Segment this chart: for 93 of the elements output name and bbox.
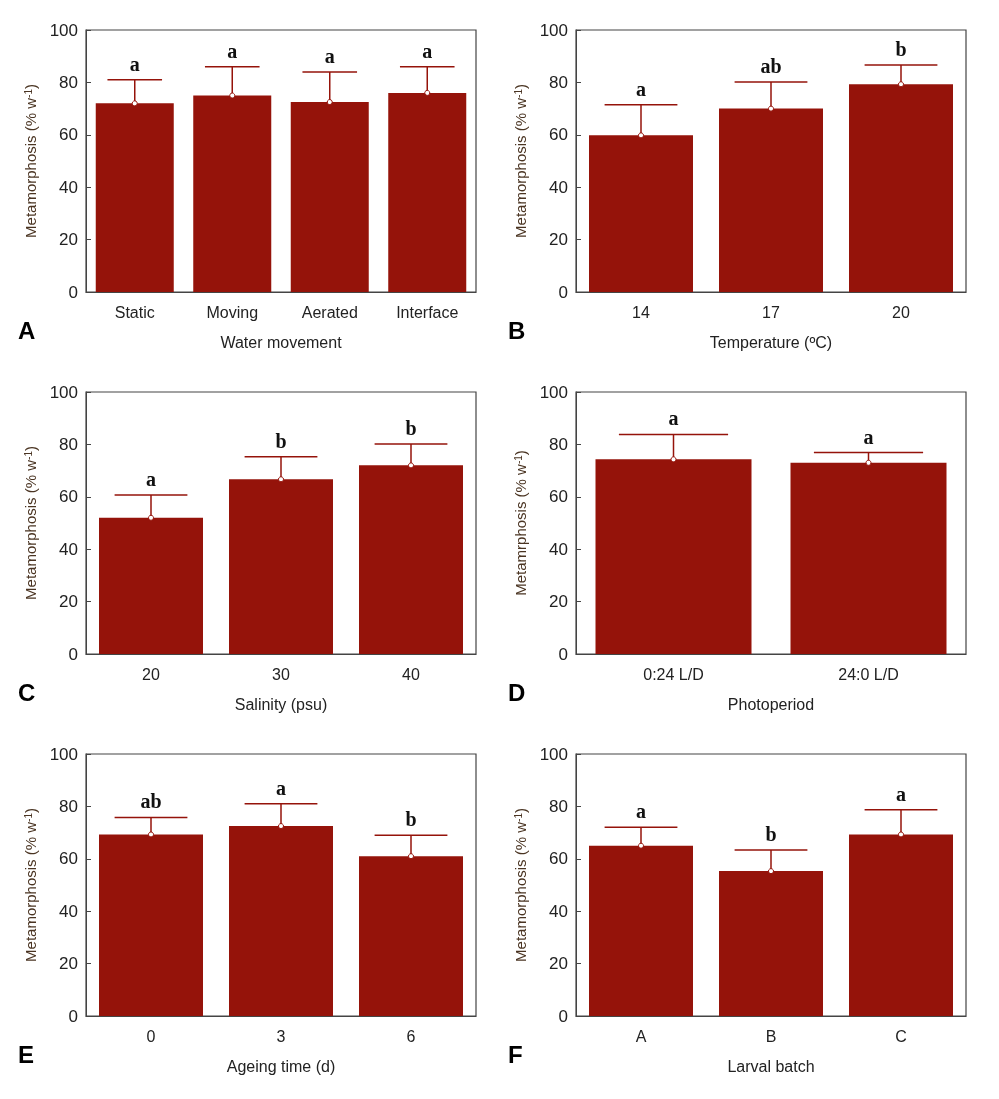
y-tick-label: 20 xyxy=(549,592,568,612)
y-tick-label: 40 xyxy=(59,539,78,559)
annotation: ab xyxy=(140,790,162,813)
y-tick-label: 0 xyxy=(68,282,78,302)
y-tick-label: 60 xyxy=(59,487,78,507)
x-tick-label: Aerated xyxy=(301,303,358,321)
x-tick-label: 24:0 L/D xyxy=(838,665,899,683)
y-tick-label: 80 xyxy=(549,434,568,454)
y-tick-label: 80 xyxy=(59,72,78,92)
bar xyxy=(359,856,463,1016)
y-tick-label: 0 xyxy=(558,282,568,302)
x-tick-label: 30 xyxy=(272,665,290,683)
x-tick-label: C xyxy=(895,1027,907,1045)
annotation: a xyxy=(227,39,238,62)
y-tick-label: 40 xyxy=(549,177,568,197)
y-tick-label: 0 xyxy=(68,644,78,664)
text: D xyxy=(508,678,526,706)
y-tick-label: 100 xyxy=(539,382,568,402)
y-tick-label: 100 xyxy=(49,382,78,402)
x-tick-label: 17 xyxy=(762,303,780,321)
bar xyxy=(99,517,203,654)
annotation: b xyxy=(275,429,287,452)
y-tick-label: 20 xyxy=(59,954,78,974)
annotation: a xyxy=(863,425,874,448)
bar xyxy=(359,465,463,654)
x-tick-label: A xyxy=(635,1027,647,1045)
x-tick-label: Moving xyxy=(206,303,259,321)
y-tick-label: 100 xyxy=(49,20,78,40)
bar xyxy=(719,108,823,292)
y-tick-label: 40 xyxy=(59,177,78,197)
y-tick-label: 20 xyxy=(549,954,568,974)
x-tick-label: B xyxy=(765,1027,777,1045)
annotation: b xyxy=(765,822,777,845)
x-axis-title: Photoperiod xyxy=(727,695,815,713)
y-tick-label: 60 xyxy=(549,849,568,869)
x-tick-label: 20 xyxy=(892,303,910,321)
annotation: b xyxy=(405,808,417,831)
y-tick-label: 60 xyxy=(59,125,78,145)
bar xyxy=(229,479,333,654)
bar xyxy=(99,834,203,1016)
annotation: a xyxy=(636,800,646,823)
annotation: a xyxy=(146,467,156,490)
annotation: a xyxy=(129,52,140,75)
y-tick-label: 80 xyxy=(59,796,78,816)
y-tick-label: 100 xyxy=(539,744,568,764)
annotation: a xyxy=(636,77,646,100)
x-tick-label: Interface xyxy=(396,303,459,321)
y-tick-label: 60 xyxy=(59,849,78,869)
annotation: a xyxy=(422,39,433,62)
x-tick-label: 20 xyxy=(142,665,160,683)
annotation: a xyxy=(276,776,286,799)
annotation: b xyxy=(405,416,417,439)
x-tick-label: 6 xyxy=(406,1027,416,1045)
y-tick-label: 60 xyxy=(549,487,568,507)
y-tick-label: 100 xyxy=(539,20,568,40)
x-axis-title: Water movement xyxy=(220,333,343,351)
y-tick-label: 0 xyxy=(68,1006,78,1026)
x-tick-label: 0:24 L/D xyxy=(643,665,704,683)
y-tick-label: 0 xyxy=(558,1006,568,1026)
x-axis-title: Ageing time (d) xyxy=(226,1057,336,1075)
annotation: a xyxy=(668,407,679,430)
y-tick-label: 0 xyxy=(558,644,568,664)
x-tick-label: 14 xyxy=(632,303,650,321)
bar xyxy=(849,84,953,292)
y-tick-label: 80 xyxy=(549,72,568,92)
y-tick-label: 20 xyxy=(59,230,78,250)
bar xyxy=(849,834,953,1016)
y-tick-label: 60 xyxy=(549,125,568,145)
y-tick-label: 80 xyxy=(549,796,568,816)
y-tick-label: 20 xyxy=(549,230,568,250)
y-tick-label: 40 xyxy=(59,901,78,921)
y-tick-label: 20 xyxy=(59,592,78,612)
annotation: a xyxy=(324,44,335,67)
x-axis-title: Salinity (psu) xyxy=(234,695,328,713)
y-tick-label: 40 xyxy=(549,901,568,921)
bar xyxy=(589,135,693,292)
bar xyxy=(719,871,823,1016)
annotation: ab xyxy=(760,54,782,77)
annotation: a xyxy=(896,782,906,805)
x-tick-label: Static xyxy=(114,303,155,321)
x-tick-label: 0 xyxy=(146,1027,156,1045)
bar xyxy=(589,845,693,1016)
text: E xyxy=(18,1040,35,1068)
x-axis-title: Larval batch xyxy=(727,1057,815,1075)
y-tick-label: 80 xyxy=(59,434,78,454)
text: F xyxy=(508,1040,523,1068)
annotation: b xyxy=(895,38,907,61)
bar xyxy=(229,826,333,1016)
x-tick-label: 3 xyxy=(276,1027,286,1045)
y-tick-label: 100 xyxy=(49,744,78,764)
y-tick-label: 40 xyxy=(549,539,568,559)
x-tick-label: 40 xyxy=(402,665,420,683)
x-axis-title: Temperature (ºC) xyxy=(709,333,833,351)
